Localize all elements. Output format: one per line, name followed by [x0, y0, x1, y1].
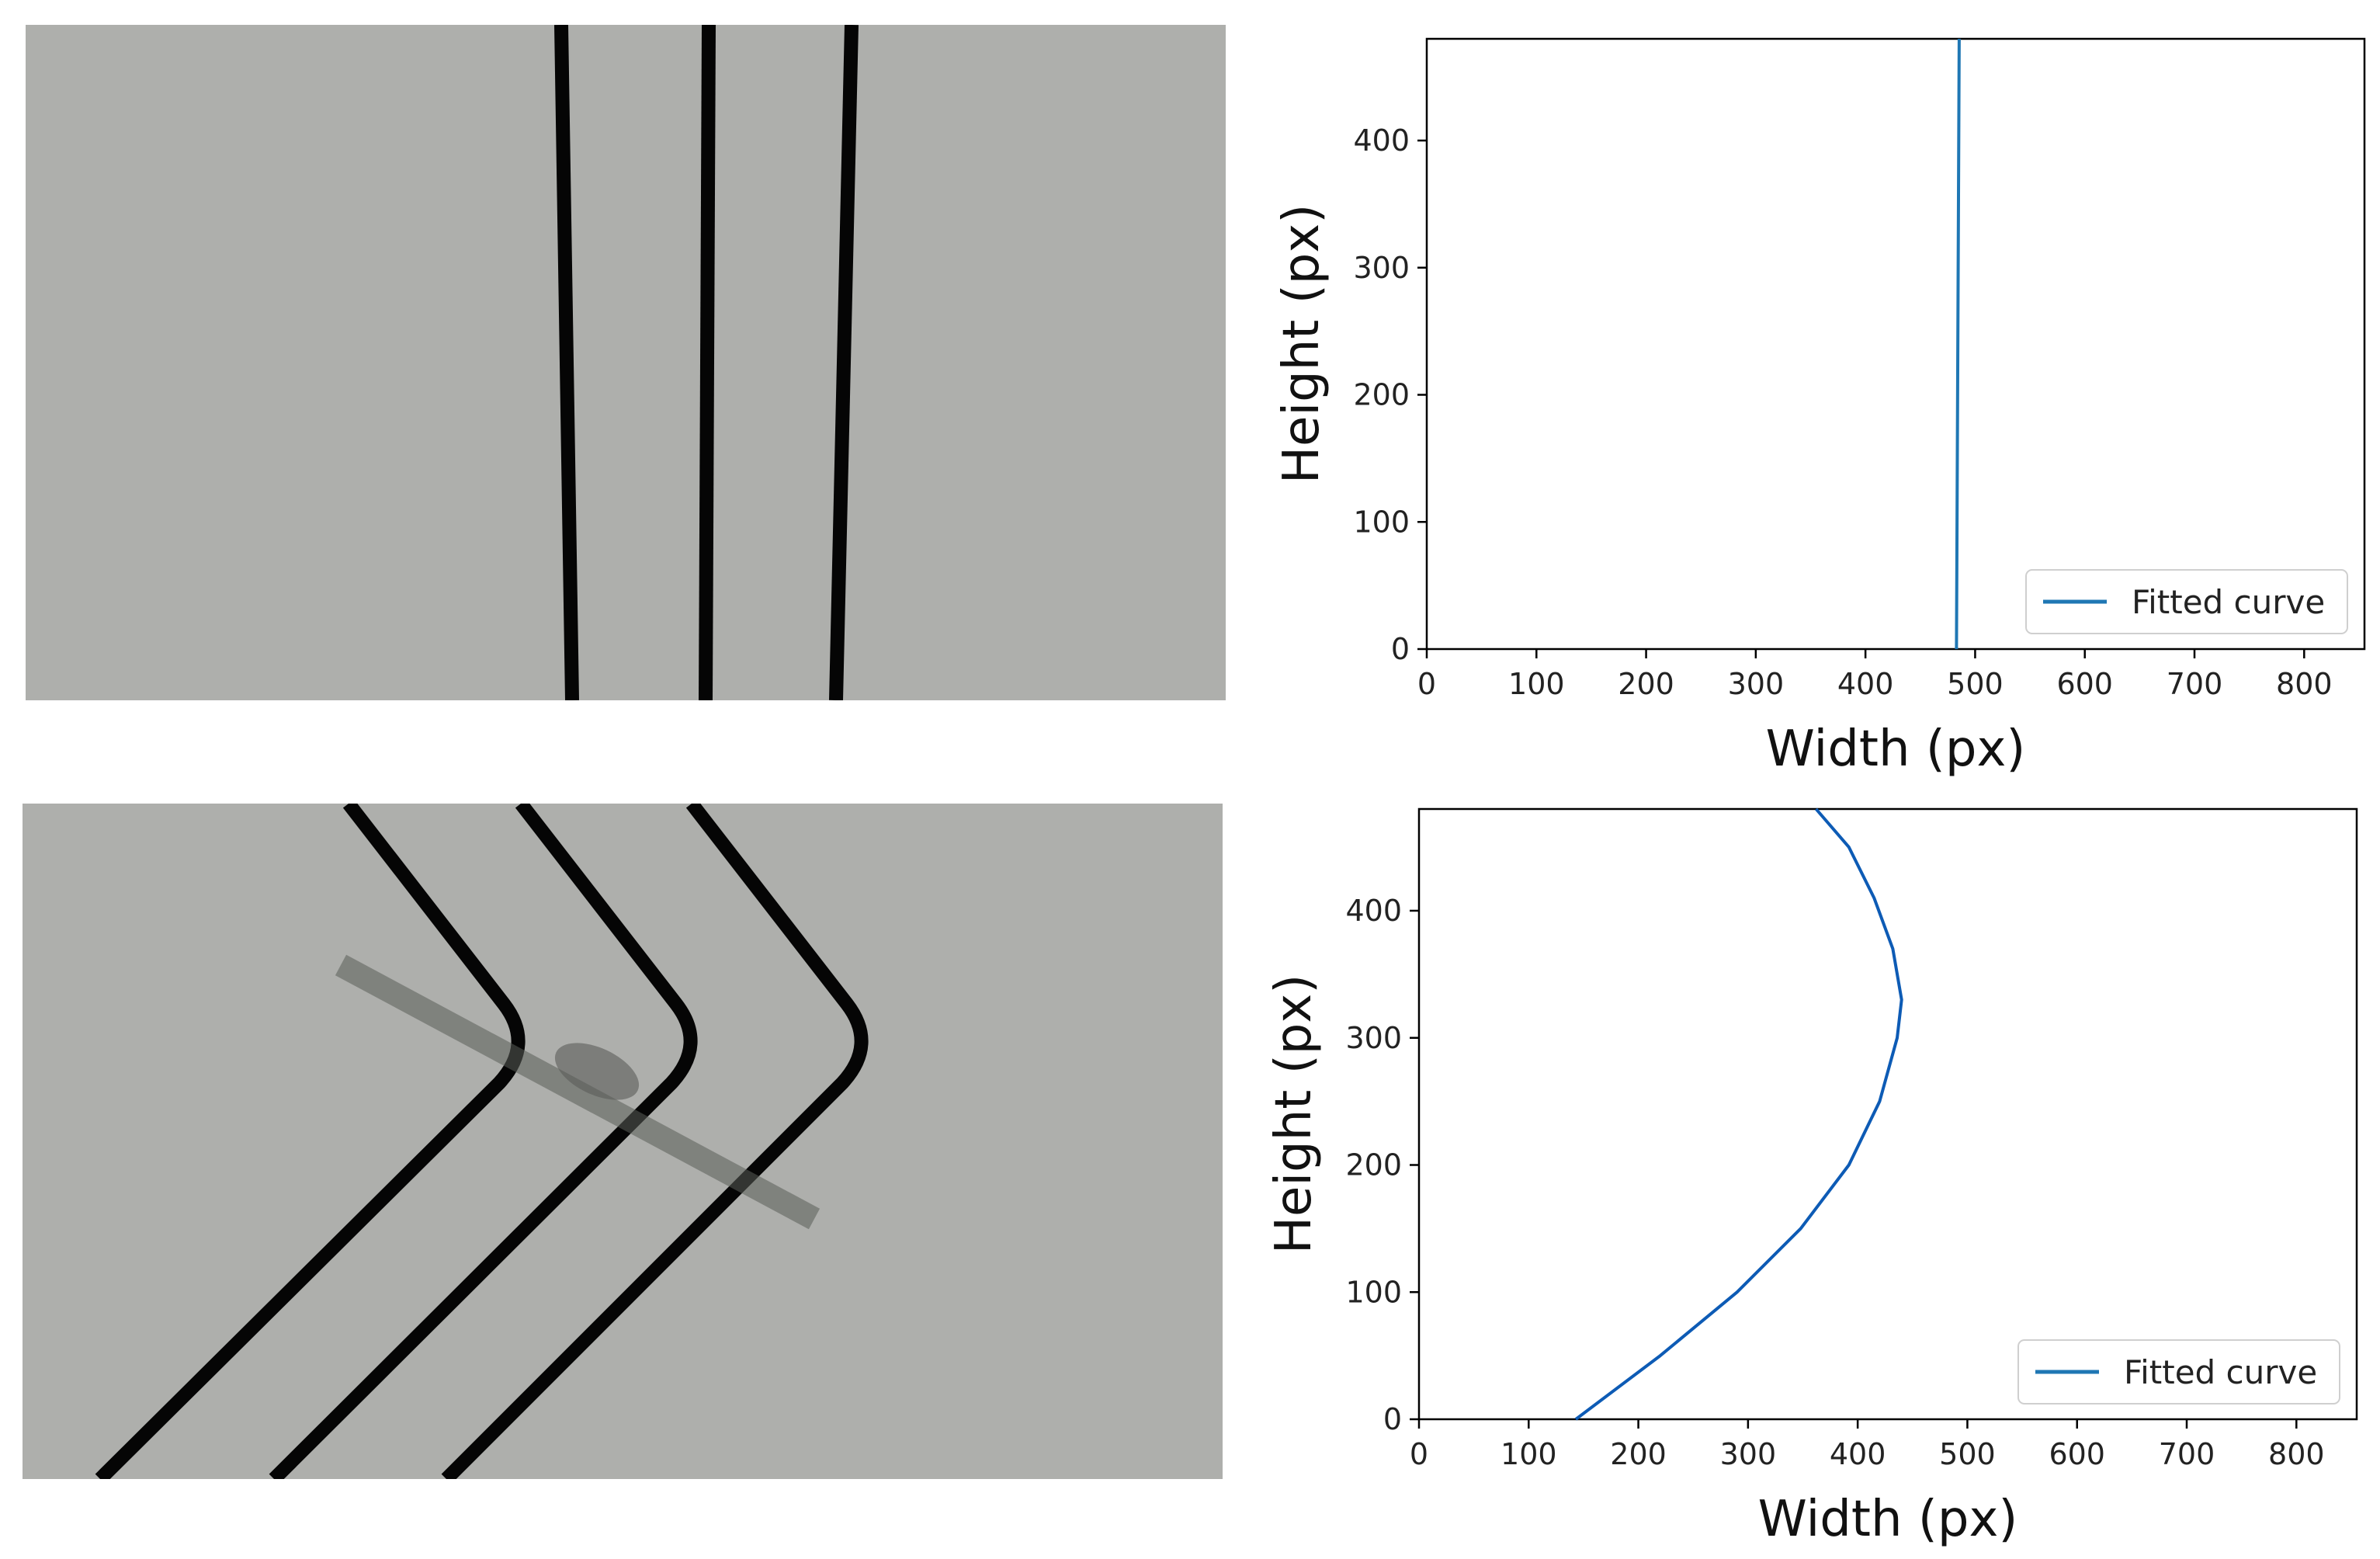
chart-bottom: 0 100 200 300 400 500 600 700 800 0 100 200 300 400 Wi…: [1226, 776, 2380, 1559]
x-tick-label: 800: [2268, 1437, 2325, 1471]
y-tick-label: 400: [1345, 894, 1402, 928]
legend-box: [2017, 1339, 2340, 1404]
y-tick-label: 0: [1383, 1402, 1402, 1436]
x-tick-label: 800: [2276, 667, 2333, 701]
obstruction-blob: [554, 1043, 640, 1100]
chevron-line-2: [269, 804, 698, 1479]
legend: Fitted curve: [2025, 569, 2348, 634]
x-tick-label: 300: [1728, 667, 1785, 701]
chart-bottom-svg: 0 100 200 300 400 500 600 700 800 0 100 200 300 400 Wi…: [1265, 807, 2358, 1548]
x-tick-label: 0: [1410, 1437, 1428, 1471]
y-tick-label: 300: [1345, 1021, 1402, 1055]
bottom-road-lines: [95, 804, 869, 1479]
x-tick-label: 600: [2049, 1437, 2105, 1471]
x-tick-label: 600: [2056, 667, 2113, 701]
y-axis-title: Height (px): [1273, 204, 1331, 484]
y-tick-label: 300: [1353, 251, 1410, 285]
chevron-line-1: [95, 804, 526, 1479]
legend-box: [2025, 569, 2348, 634]
top-road-image: [26, 25, 1226, 700]
chevron-line-3: [441, 804, 869, 1479]
x-tick-label: 300: [1720, 1437, 1777, 1471]
x-tick-label: 400: [1837, 667, 1894, 701]
x-tick-label: 500: [1939, 1437, 1996, 1471]
y-tick-label: 400: [1353, 123, 1410, 158]
x-tick-label: 0: [1417, 667, 1436, 701]
plot-area: [1417, 807, 2358, 1421]
chart-top: 0 100 200 300 400 500 600 700 800 0 100 200 300 400 Wi…: [1226, 0, 2380, 778]
x-tick-label: 100: [1501, 1437, 1557, 1471]
y-axis-title: Height (px): [1265, 974, 1323, 1254]
x-tick-label: 700: [2167, 667, 2223, 701]
y-tick-label: 0: [1391, 632, 1410, 666]
bottom-road-image: [23, 804, 1223, 1479]
top-road-lines: [554, 25, 859, 700]
fitted-curve-line: [1955, 38, 1961, 650]
y-tick-label: 200: [1353, 378, 1410, 412]
x-tick-label: 200: [1610, 1437, 1667, 1471]
x-tick-label: 400: [1830, 1437, 1886, 1471]
x-tick-label: 200: [1618, 667, 1674, 701]
lane-line-right: [829, 25, 859, 700]
lane-line-center: [699, 25, 716, 700]
legend-label: Fitted curve: [2124, 1353, 2317, 1391]
x-tick-label: 700: [2159, 1437, 2215, 1471]
x-axis-title: Width (px): [1766, 720, 2026, 778]
y-tick-label: 200: [1345, 1148, 1402, 1182]
y-tick-label: 100: [1353, 505, 1410, 539]
plot-area: [1425, 37, 2366, 651]
legend: Fitted curve: [2017, 1339, 2340, 1404]
x-axis-title: Width (px): [1758, 1491, 2018, 1548]
x-tick-label: 100: [1508, 667, 1565, 701]
y-tick-label: 100: [1345, 1275, 1402, 1309]
obstruction-bar: [335, 954, 821, 1230]
lane-line-left: [554, 25, 579, 700]
legend-label: Fitted curve: [2132, 583, 2325, 621]
x-tick-label: 500: [1947, 667, 2004, 701]
fitted-curve-line: [1574, 807, 1903, 1421]
chart-top-svg: 0 100 200 300 400 500 600 700 800 0 100 200 300 400 Wi…: [1273, 37, 2366, 778]
